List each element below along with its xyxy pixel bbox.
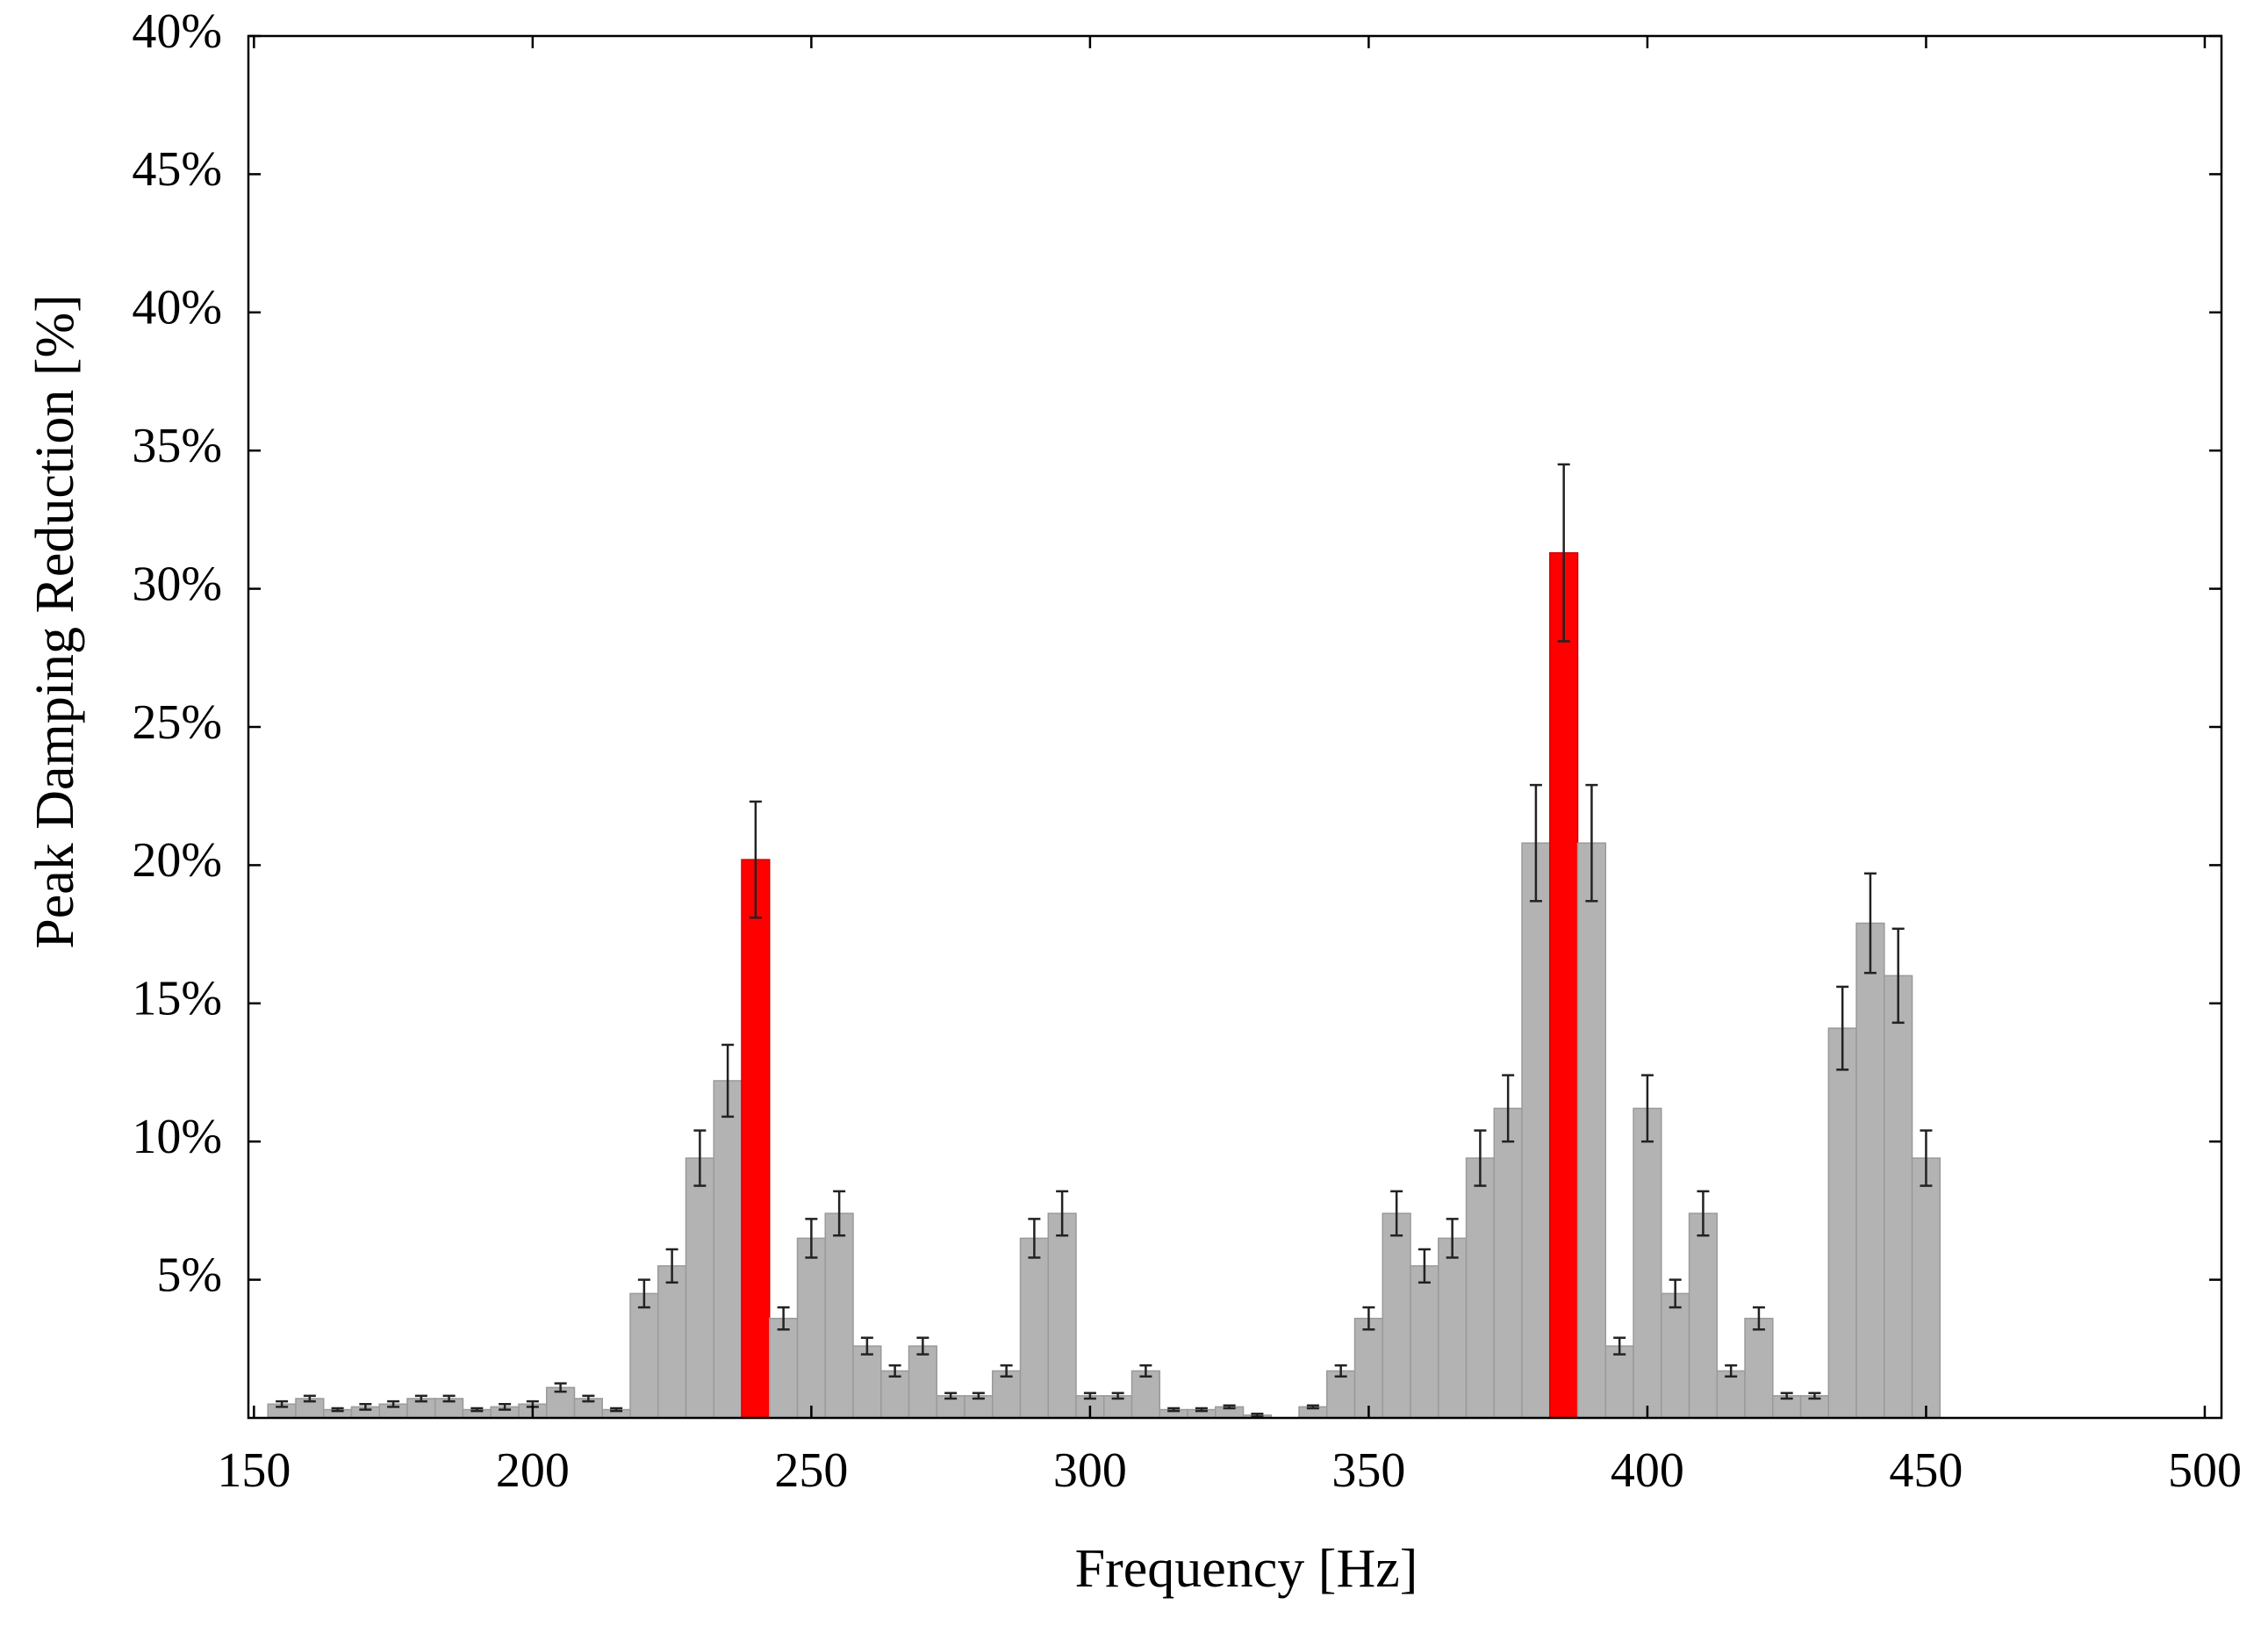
bar [908, 1345, 938, 1419]
x-tick-label: 400 [1611, 1443, 1684, 1498]
bar [769, 1317, 799, 1419]
bar [824, 1212, 854, 1419]
bar [1911, 1157, 1941, 1419]
y-tick-label: 45% [132, 142, 222, 197]
x-axis-title: Frequency [Hz] [1075, 1539, 1418, 1599]
bar [1130, 1370, 1161, 1419]
bar [1465, 1157, 1496, 1419]
bar [1326, 1370, 1356, 1419]
x-tick-label: 450 [1889, 1443, 1963, 1498]
bar [1438, 1237, 1468, 1419]
x-tick-label: 250 [774, 1443, 848, 1498]
y-tick-label: 10% [132, 1110, 222, 1164]
x-tick-label: 300 [1053, 1443, 1127, 1498]
bar [1047, 1212, 1077, 1419]
y-tick-label: 40% [132, 4, 222, 59]
bar [1884, 975, 1913, 1419]
y-axis-title: Peak Damping Reduction [%] [25, 294, 85, 949]
bar [657, 1265, 687, 1419]
bar [629, 1292, 659, 1419]
x-tick-label: 500 [2168, 1443, 2242, 1498]
bar [1661, 1292, 1690, 1419]
y-tick-label: 40% [132, 281, 222, 335]
x-tick-label: 150 [217, 1443, 291, 1498]
x-tick-label: 350 [1331, 1443, 1405, 1498]
bar [1521, 842, 1551, 1419]
bar [1716, 1370, 1746, 1419]
bar [741, 859, 771, 1419]
bar [1410, 1265, 1439, 1419]
bar [1604, 1345, 1634, 1419]
bar [796, 1237, 827, 1419]
bar [992, 1370, 1022, 1419]
bar [685, 1157, 714, 1419]
bar [1382, 1212, 1411, 1419]
bar [1019, 1237, 1050, 1419]
bar [880, 1370, 910, 1419]
bar [852, 1345, 882, 1419]
y-tick-label: 15% [132, 972, 222, 1026]
bar [1493, 1107, 1523, 1419]
y-tick-label: 25% [132, 695, 222, 750]
bar [1855, 922, 1885, 1419]
y-tick-label: 35% [132, 419, 222, 473]
bar [1549, 551, 1579, 1419]
bar [1688, 1212, 1719, 1419]
bar [1744, 1317, 1774, 1419]
x-tick-label: 200 [496, 1443, 570, 1498]
bar [1633, 1107, 1662, 1419]
y-tick-label: 5% [156, 1248, 222, 1302]
bar [1353, 1317, 1384, 1419]
bar [1827, 1027, 1857, 1419]
bar [713, 1080, 743, 1419]
y-tick-label: 20% [132, 833, 222, 888]
bar [1576, 842, 1607, 1419]
y-tick-label: 30% [132, 557, 222, 611]
